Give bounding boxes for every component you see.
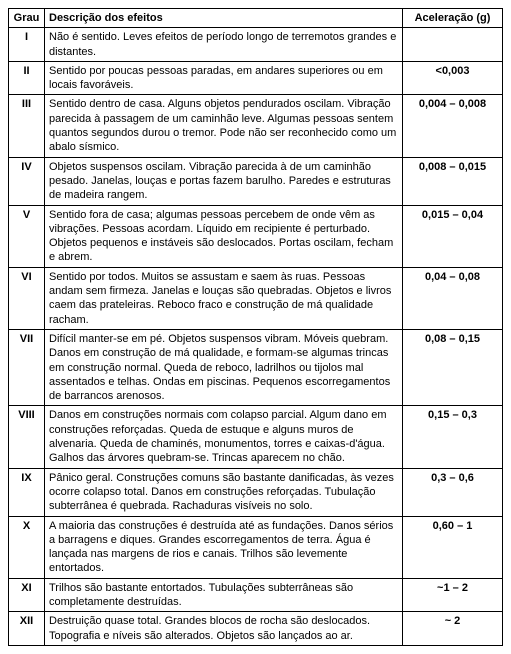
table-row: VI Sentido por todos. Muitos se assustam… xyxy=(9,267,503,329)
table-row: V Sentido fora de casa; algumas pessoas … xyxy=(9,205,503,267)
table-row: I Não é sentido. Leves efeitos de períod… xyxy=(9,28,503,62)
cell-aceleracao: 0,08 – 0,15 xyxy=(403,329,503,405)
cell-grau: V xyxy=(9,205,45,267)
cell-grau: VIII xyxy=(9,406,45,468)
cell-descricao: Sentido fora de casa; algumas pessoas pe… xyxy=(45,205,403,267)
cell-grau: IX xyxy=(9,468,45,516)
header-descricao: Descrição dos efeitos xyxy=(45,9,403,28)
cell-aceleracao: 0,04 – 0,08 xyxy=(403,267,503,329)
cell-grau: XI xyxy=(9,578,45,612)
intensity-scale-table: Grau Descrição dos efeitos Aceleração (g… xyxy=(8,8,503,646)
cell-descricao: A maioria das construções é destruída at… xyxy=(45,516,403,578)
table-body: I Não é sentido. Leves efeitos de períod… xyxy=(9,28,503,646)
cell-descricao: Sentido dentro de casa. Alguns objetos p… xyxy=(45,95,403,157)
table-row: VIII Danos em construções normais com co… xyxy=(9,406,503,468)
cell-aceleracao: 0,3 – 0,6 xyxy=(403,468,503,516)
cell-grau: VI xyxy=(9,267,45,329)
cell-aceleracao xyxy=(403,28,503,62)
cell-aceleracao: 0,015 – 0,04 xyxy=(403,205,503,267)
table-row: IX Pânico geral. Construções comuns são … xyxy=(9,468,503,516)
header-grau: Grau xyxy=(9,9,45,28)
cell-grau: XII xyxy=(9,612,45,646)
cell-aceleracao: ~ 2 xyxy=(403,612,503,646)
cell-aceleracao: 0,15 – 0,3 xyxy=(403,406,503,468)
table-row: X A maioria das construções é destruída … xyxy=(9,516,503,578)
header-aceleracao: Aceleração (g) xyxy=(403,9,503,28)
cell-aceleracao: 0,008 – 0,015 xyxy=(403,157,503,205)
table-header-row: Grau Descrição dos efeitos Aceleração (g… xyxy=(9,9,503,28)
cell-descricao: Pânico geral. Construções comuns são bas… xyxy=(45,468,403,516)
cell-grau: VII xyxy=(9,329,45,405)
cell-grau: III xyxy=(9,95,45,157)
cell-descricao: Destruição quase total. Grandes blocos d… xyxy=(45,612,403,646)
cell-grau: IV xyxy=(9,157,45,205)
cell-descricao: Não é sentido. Leves efeitos de período … xyxy=(45,28,403,62)
cell-descricao: Sentido por poucas pessoas paradas, em a… xyxy=(45,61,403,95)
table-row: XI Trilhos são bastante entortados. Tubu… xyxy=(9,578,503,612)
table-row: IV Objetos suspensos oscilam. Vibração p… xyxy=(9,157,503,205)
table-row: III Sentido dentro de casa. Alguns objet… xyxy=(9,95,503,157)
cell-aceleracao: 0,004 – 0,008 xyxy=(403,95,503,157)
cell-grau: II xyxy=(9,61,45,95)
table-row: II Sentido por poucas pessoas paradas, e… xyxy=(9,61,503,95)
cell-grau: X xyxy=(9,516,45,578)
cell-descricao: Danos em construções normais com colapso… xyxy=(45,406,403,468)
table-row: VII Difícil manter-se em pé. Objetos sus… xyxy=(9,329,503,405)
cell-descricao: Sentido por todos. Muitos se assustam e … xyxy=(45,267,403,329)
cell-aceleracao: <0,003 xyxy=(403,61,503,95)
cell-descricao: Difícil manter-se em pé. Objetos suspens… xyxy=(45,329,403,405)
cell-grau: I xyxy=(9,28,45,62)
cell-descricao: Objetos suspensos oscilam. Vibração pare… xyxy=(45,157,403,205)
cell-aceleracao: ~1 – 2 xyxy=(403,578,503,612)
cell-descricao: Trilhos são bastante entortados. Tubulaç… xyxy=(45,578,403,612)
cell-aceleracao: 0,60 – 1 xyxy=(403,516,503,578)
table-row: XII Destruição quase total. Grandes bloc… xyxy=(9,612,503,646)
